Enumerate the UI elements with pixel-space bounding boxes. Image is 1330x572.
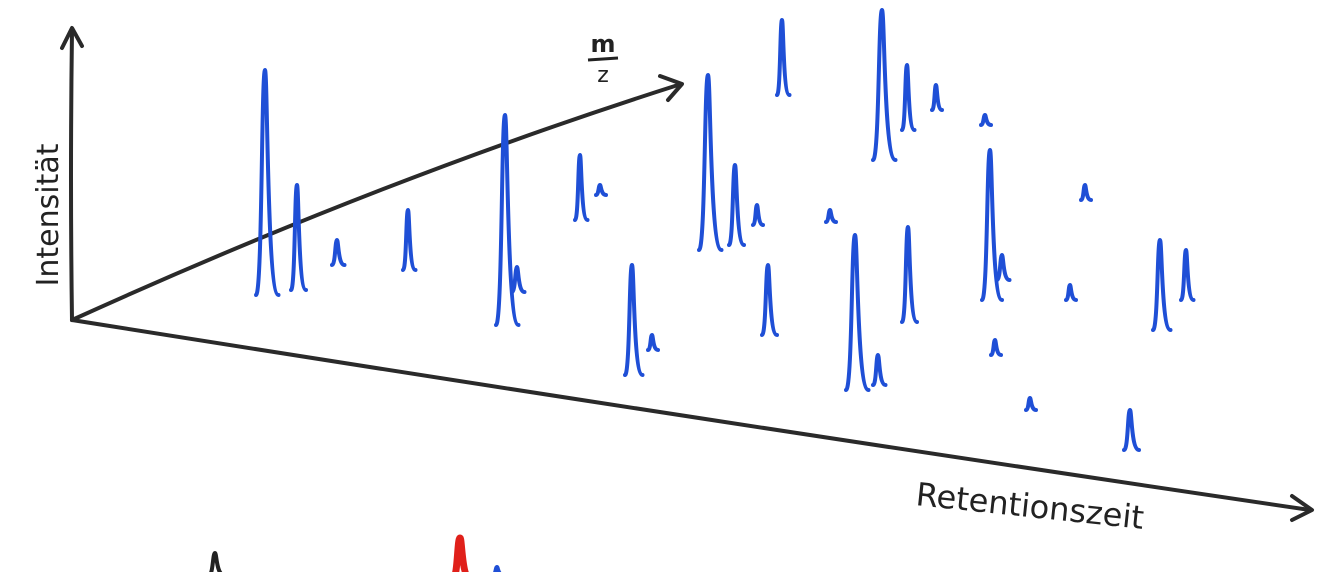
diagram: Intensität m z Retentionszeit (0, 0, 1330, 572)
intensity-axis (71, 30, 72, 320)
mz-fraction-bar (588, 58, 618, 60)
intensity-label: Intensität (31, 143, 66, 286)
background (0, 0, 1330, 572)
mz-denominator: z (597, 63, 609, 88)
mz-numerator: m (590, 30, 615, 58)
